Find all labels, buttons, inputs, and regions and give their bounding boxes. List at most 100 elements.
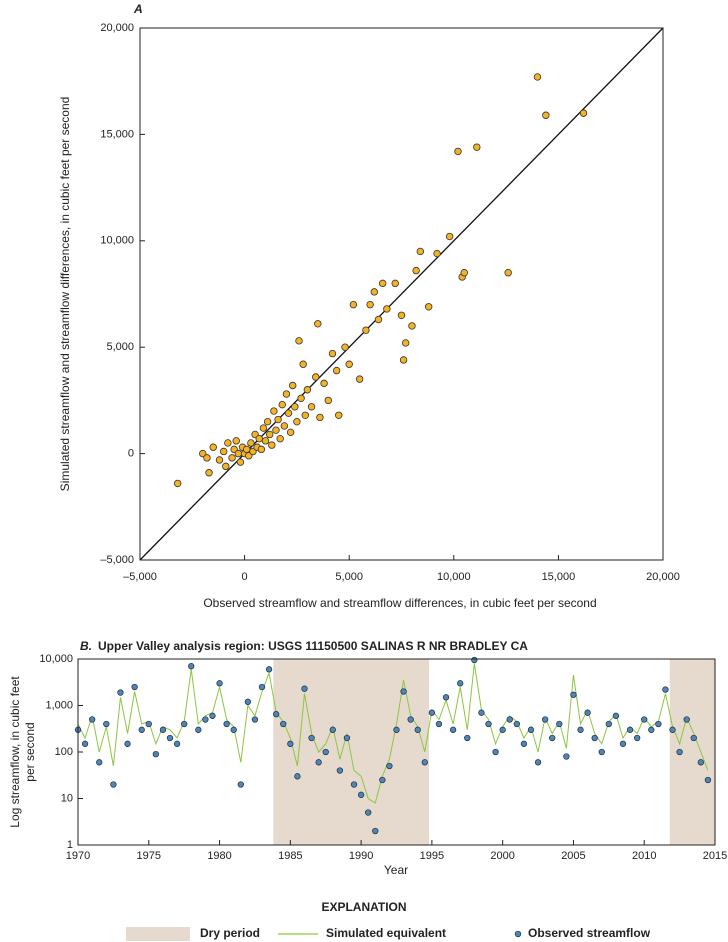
x-tick-label: 2005 xyxy=(561,850,585,862)
legend-label: Observed streamflow xyxy=(528,926,651,940)
data-point xyxy=(349,300,358,309)
observed-point xyxy=(195,726,202,733)
data-point xyxy=(276,435,284,443)
observed-point xyxy=(499,726,506,733)
x-tick-label: 1995 xyxy=(420,850,444,862)
y-tick-label: 1 xyxy=(67,839,73,851)
data-point xyxy=(378,279,387,288)
data-point xyxy=(424,303,433,311)
data-point xyxy=(219,447,228,456)
observed-point xyxy=(704,776,712,784)
y-tick-label: 20,000 xyxy=(100,22,134,34)
data-point xyxy=(374,315,383,324)
observed-point xyxy=(471,656,478,664)
data-point xyxy=(303,386,312,394)
data-point xyxy=(408,322,416,330)
legend-title: EXPLANATION xyxy=(321,900,406,914)
y-axis-label: Log streamflow, in cubic feet xyxy=(8,676,22,828)
observed-point xyxy=(619,740,627,747)
observed-point xyxy=(648,726,655,733)
x-tick-label: 1970 xyxy=(66,850,90,862)
observed-point xyxy=(350,781,358,788)
data-point xyxy=(232,437,240,445)
panel-label: A xyxy=(133,2,143,16)
observed-point xyxy=(145,720,152,728)
x-tick-label: 2015 xyxy=(703,850,727,862)
data-point xyxy=(228,454,236,462)
data-point xyxy=(280,422,289,430)
observed-point xyxy=(626,726,634,733)
data-point xyxy=(278,400,286,409)
observed-point xyxy=(265,666,273,673)
data-point xyxy=(332,366,341,375)
data-point xyxy=(263,417,272,426)
observed-point xyxy=(541,716,549,723)
observed-point xyxy=(449,726,457,733)
observed-point xyxy=(612,712,620,719)
observed-point xyxy=(641,716,648,723)
observed-point xyxy=(563,753,570,760)
observed-point xyxy=(280,720,287,728)
data-point xyxy=(289,381,297,390)
data-point xyxy=(259,424,268,432)
data-point xyxy=(224,439,232,447)
observed-point xyxy=(435,720,443,728)
observed-point xyxy=(357,791,365,798)
observed-point xyxy=(676,748,683,756)
data-point xyxy=(355,375,364,383)
observed-point xyxy=(103,720,110,728)
observed-point xyxy=(315,759,322,766)
observed-point xyxy=(386,762,393,770)
observed-point xyxy=(287,740,294,747)
observed-point xyxy=(683,716,690,723)
observed-point xyxy=(336,767,344,774)
observed-point xyxy=(81,740,89,747)
observed-point xyxy=(400,688,407,695)
data-point xyxy=(293,417,301,426)
y-axis-label: per second xyxy=(23,722,37,781)
x-tick-label: 10,000 xyxy=(437,571,471,583)
data-point xyxy=(454,147,462,156)
observed-point xyxy=(633,734,641,742)
data-point xyxy=(301,411,309,419)
observed-point xyxy=(662,686,669,693)
data-point xyxy=(261,437,270,445)
data-point xyxy=(433,249,441,258)
observed-point xyxy=(584,709,591,716)
observed-point xyxy=(492,748,499,756)
observed-point xyxy=(89,716,96,723)
observed-point xyxy=(365,809,372,816)
observed-point xyxy=(273,711,280,718)
plot-frame xyxy=(77,658,716,846)
observed-point xyxy=(188,663,195,670)
data-point xyxy=(362,326,370,334)
y-tick-label: 10 xyxy=(61,792,73,804)
observed-point xyxy=(301,685,308,692)
x-tick-label: 1980 xyxy=(207,850,231,862)
observed-point xyxy=(442,694,450,701)
y-tick-label: 1,000 xyxy=(45,699,73,711)
data-point xyxy=(320,379,328,388)
data-point xyxy=(335,411,343,419)
observed-point xyxy=(464,734,471,742)
observed-point xyxy=(152,750,160,758)
plot-frame xyxy=(139,27,664,561)
observed-point xyxy=(513,720,520,728)
observed-point xyxy=(520,740,528,747)
x-tick-label: 5,000 xyxy=(335,571,363,583)
x-tick-label: 2000 xyxy=(490,850,514,862)
data-point xyxy=(401,339,410,347)
x-axis-label: Year xyxy=(384,863,408,877)
data-point xyxy=(533,73,542,81)
data-point xyxy=(234,449,243,458)
observed-point xyxy=(166,734,174,742)
data-point xyxy=(445,232,454,241)
x-axis-label: Observed streamflow and streamflow diffe… xyxy=(203,596,596,610)
data-point xyxy=(284,409,293,417)
observed-point xyxy=(372,827,379,835)
legend-swatch xyxy=(126,927,190,941)
data-point xyxy=(341,343,349,351)
observed-point xyxy=(591,734,598,742)
data-point xyxy=(268,441,276,449)
